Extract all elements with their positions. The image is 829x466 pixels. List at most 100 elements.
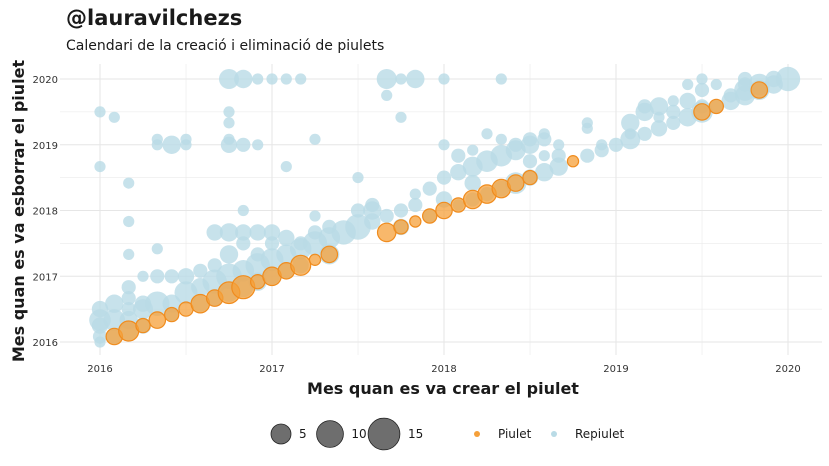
repiulet-point	[376, 69, 397, 89]
repiulet-point	[422, 181, 437, 196]
repiulet-point	[696, 73, 708, 85]
repiulet-point	[236, 137, 251, 152]
piulet-point	[393, 219, 409, 235]
repiulet-point	[682, 78, 694, 91]
repiulet-point	[91, 300, 109, 318]
repiulet-point	[535, 163, 554, 182]
color-legend-swatch	[474, 431, 480, 437]
repiulet-point	[121, 280, 136, 295]
repiulet-point	[624, 128, 636, 140]
repiulet-point	[108, 111, 120, 123]
repiulet-point	[464, 174, 481, 192]
color-legend-label: Repiulet	[575, 427, 624, 441]
repiulet-point	[278, 229, 295, 247]
repiulet-point	[193, 263, 208, 278]
repiulet-point	[467, 144, 479, 156]
repiulet-point	[309, 210, 321, 222]
repiulet-point	[137, 270, 149, 282]
repiulet-point	[219, 245, 239, 264]
repiulet-point	[667, 95, 679, 107]
y-axis-ticks: 2016 2017 2018 2019 2020	[33, 75, 58, 349]
repiulet-point	[151, 243, 163, 255]
repiulet-point	[249, 224, 266, 241]
repiulet-point	[538, 128, 550, 140]
x-tick-label: 2019	[603, 364, 628, 375]
repiulet-point	[180, 133, 192, 145]
piulet-point	[693, 103, 711, 121]
repiulet-point	[365, 197, 380, 213]
repiulet-point	[581, 122, 593, 134]
piulet-point	[522, 169, 538, 186]
size-legend-label: 5	[299, 427, 307, 441]
color-legend-label: Piulet	[498, 427, 532, 441]
repiulet-point	[395, 73, 407, 85]
piulet-point	[290, 254, 312, 276]
repiulet-point	[710, 78, 722, 91]
repiulet-point	[123, 248, 135, 260]
legend: 5 10 15 Piulet Repiulet	[270, 417, 624, 451]
y-tick-label: 2020	[33, 75, 58, 86]
repiulet-point	[379, 208, 394, 224]
x-axis-ticks: 2016 2017 2018 2019 2020	[87, 364, 800, 375]
repiulet-point	[549, 157, 568, 176]
repiulet-point	[381, 89, 393, 101]
repiulet-point	[737, 77, 753, 92]
repiulet-point	[637, 99, 652, 114]
piulet-point	[566, 154, 580, 168]
repiulet-point	[121, 291, 136, 306]
repiulet-point	[522, 154, 538, 169]
repiulet-point	[775, 66, 801, 92]
repiulet-point	[666, 115, 681, 130]
repiulet-point	[307, 225, 323, 240]
piulet-point	[148, 311, 167, 329]
repiulet-point	[236, 236, 251, 251]
data-points	[89, 66, 801, 348]
repiulet-point	[352, 172, 364, 184]
repiulet-point	[263, 224, 281, 241]
repiulet-point	[145, 291, 170, 316]
repiulet-point	[395, 111, 407, 123]
piulet-point	[376, 222, 397, 243]
repiulet-point	[206, 224, 223, 241]
size-legend-circle	[270, 423, 292, 445]
repiulet-point	[406, 69, 425, 89]
repiulet-point	[162, 135, 181, 154]
y-tick-label: 2016	[33, 338, 58, 349]
repiulet-point	[393, 203, 409, 218]
repiulet-point	[223, 106, 235, 118]
repiulet-point	[177, 268, 195, 285]
repiulet-point	[121, 302, 136, 317]
repiulet-point	[309, 133, 321, 145]
piulet-point	[435, 201, 453, 220]
chart-subtitle: Calendari de la creació i eliminació de …	[66, 38, 385, 54]
repiulet-point	[723, 88, 738, 103]
color-legend-swatch	[551, 431, 557, 437]
piulet-point	[308, 253, 322, 266]
repiulet-point	[252, 139, 264, 151]
piulet-point	[163, 306, 180, 323]
repiulet-point	[438, 139, 450, 151]
piulet-point	[506, 174, 525, 192]
repiulet-point	[666, 104, 681, 119]
y-tick-label: 2018	[33, 207, 58, 218]
piulet-point	[409, 215, 422, 228]
repiulet-point	[508, 137, 523, 152]
repiulet-point	[495, 73, 507, 85]
x-tick-label: 2020	[775, 364, 800, 375]
repiulet-point	[650, 120, 668, 137]
repiulet-point	[350, 203, 366, 218]
y-axis-label: Mes quan es va esborrar el piulet	[9, 60, 28, 363]
repiulet-point	[207, 258, 222, 273]
repiulet-point	[295, 73, 307, 85]
y-tick-label: 2017	[33, 272, 58, 283]
piulet-point	[135, 317, 151, 334]
repiulet-point	[164, 269, 179, 284]
repiulet-point	[551, 148, 566, 163]
repiulet-point	[123, 177, 135, 189]
repiulet-point	[436, 170, 452, 185]
size-legend-label: 10	[351, 427, 366, 441]
x-tick-label: 2018	[431, 364, 456, 375]
repiulet-point	[252, 73, 264, 85]
repiulet-point	[608, 137, 624, 152]
